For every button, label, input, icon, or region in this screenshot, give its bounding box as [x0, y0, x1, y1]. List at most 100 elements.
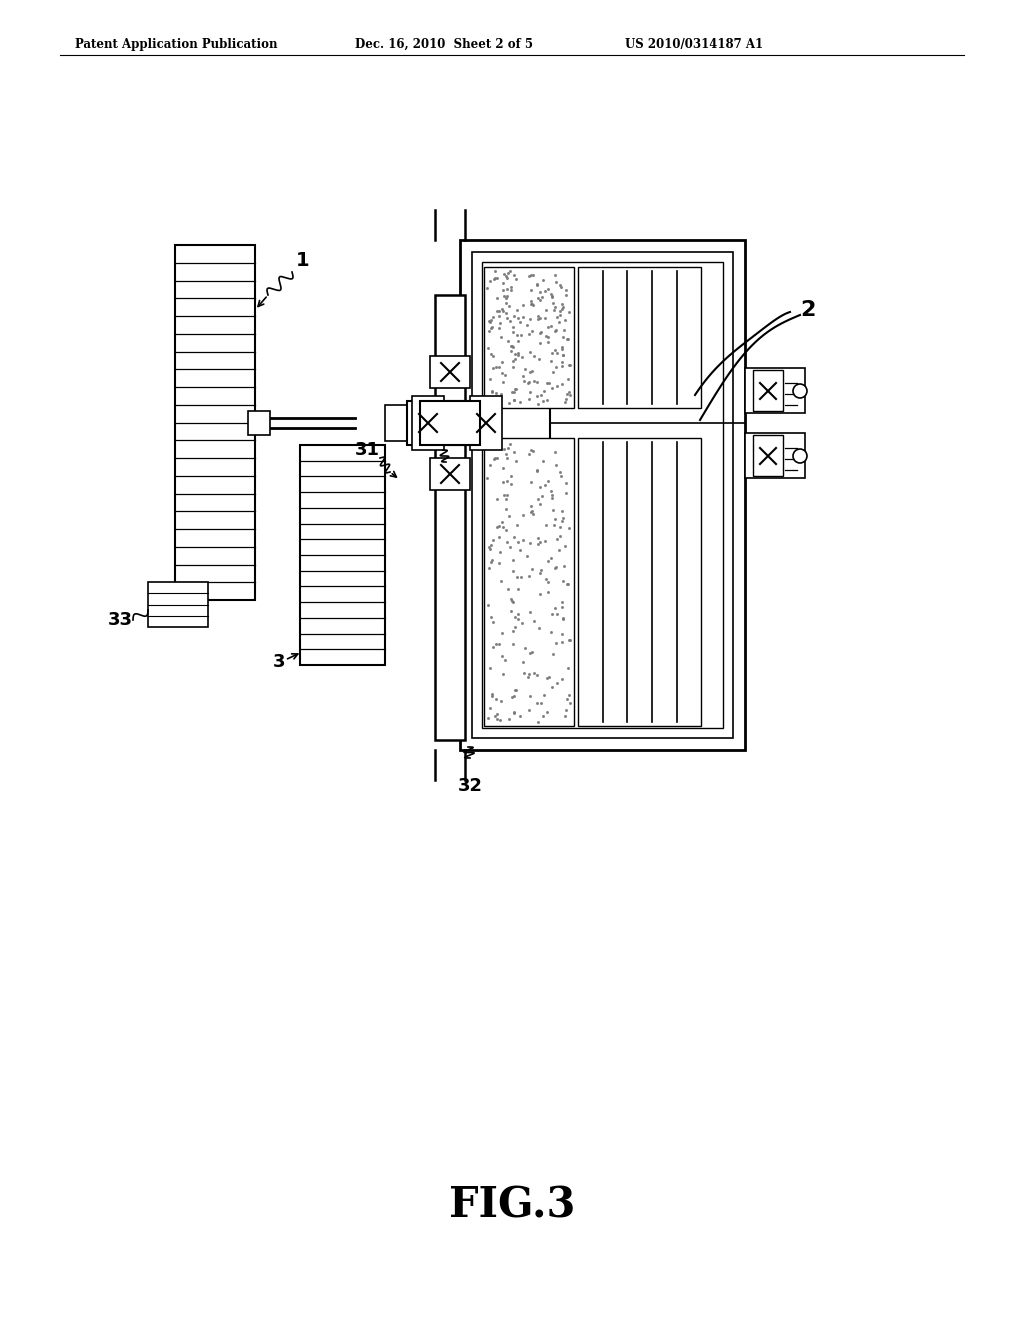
Point [548, 319, 564, 341]
Point [554, 668, 570, 689]
Point [485, 306, 502, 327]
Point [540, 331, 556, 352]
Point [532, 562, 549, 583]
Point [514, 346, 530, 367]
Point [504, 381, 520, 403]
Point [547, 597, 563, 618]
Point [488, 488, 505, 510]
Bar [430, 458, 470, 490]
Point [530, 306, 547, 327]
Point [505, 620, 521, 642]
Point [482, 657, 499, 678]
Point [485, 636, 502, 657]
Point [539, 568, 555, 589]
Point [520, 565, 537, 586]
Point [499, 484, 515, 506]
Text: 32: 32 [458, 777, 482, 795]
Point [488, 704, 505, 725]
Point [485, 611, 502, 632]
Point [545, 293, 561, 314]
Point [504, 335, 520, 356]
Point [536, 381, 552, 403]
Point [528, 385, 545, 407]
Point [531, 348, 548, 370]
Point [484, 317, 501, 338]
Point [541, 372, 557, 393]
Point [507, 606, 523, 627]
Point [500, 437, 516, 458]
Point [551, 275, 567, 296]
Point [552, 525, 568, 546]
Point [539, 702, 555, 723]
Text: US 2010/0314187 A1: US 2010/0314187 A1 [625, 38, 763, 51]
Point [500, 330, 516, 351]
Point [517, 638, 534, 659]
Point [505, 337, 521, 358]
Point [502, 433, 518, 454]
Point [556, 309, 572, 330]
Point [522, 495, 539, 516]
Point [522, 381, 539, 403]
Point [481, 271, 498, 292]
Point [506, 265, 522, 286]
Point [488, 356, 505, 378]
Bar [148, 582, 208, 627]
Point [554, 374, 570, 395]
Point [506, 685, 522, 706]
Point [488, 286, 505, 308]
Bar [753, 436, 783, 477]
Point [493, 384, 509, 405]
Point [492, 393, 508, 414]
Point [525, 663, 542, 684]
Bar [484, 267, 574, 408]
Bar [745, 433, 805, 478]
Point [515, 529, 531, 550]
Point [511, 312, 527, 333]
Point [532, 289, 549, 310]
Point [510, 532, 526, 553]
Point [532, 583, 549, 605]
Point [507, 616, 523, 638]
Point [498, 286, 514, 308]
Point [540, 317, 556, 338]
Point [532, 281, 549, 302]
Point [547, 508, 563, 529]
Bar [430, 356, 470, 388]
Point [524, 642, 541, 663]
Point [496, 484, 512, 506]
Point [487, 688, 504, 709]
Bar [482, 261, 723, 729]
Point [520, 323, 537, 345]
Point [515, 366, 531, 387]
Point [555, 607, 571, 628]
Point [480, 392, 497, 413]
Point [495, 298, 511, 319]
Point [558, 388, 574, 409]
Point [558, 574, 574, 595]
Point [548, 556, 564, 577]
Point [499, 447, 515, 469]
Point [522, 602, 539, 623]
Point [540, 572, 556, 593]
Point [495, 371, 511, 392]
Point [489, 447, 506, 469]
Point [559, 689, 575, 710]
Point [554, 339, 570, 360]
Point [525, 371, 542, 392]
Point [482, 368, 499, 389]
Point [486, 261, 503, 282]
Point [484, 549, 501, 570]
Point [507, 379, 523, 400]
Point [520, 664, 537, 685]
Point [556, 319, 572, 341]
Point [511, 539, 527, 560]
Point [532, 321, 549, 342]
Point [540, 581, 556, 602]
Point [523, 293, 540, 314]
Point [544, 378, 560, 399]
Bar [460, 240, 745, 750]
Point [524, 321, 541, 342]
Point [555, 609, 571, 630]
Point [543, 622, 559, 643]
Point [536, 684, 552, 705]
